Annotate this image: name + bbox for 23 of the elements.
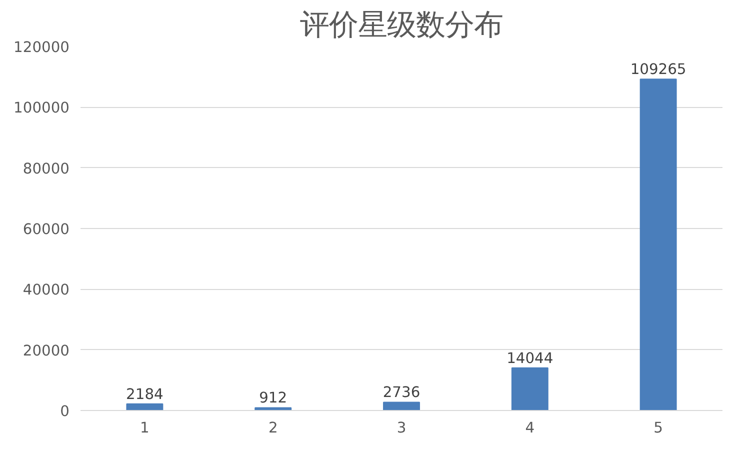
data-label: 912 <box>259 390 288 407</box>
y-tick-label: 80000 <box>22 160 70 178</box>
y-tick-label: 60000 <box>22 221 70 238</box>
x-tick-label: 4 <box>525 420 535 436</box>
y-tick-label: 100000 <box>14 100 70 117</box>
bar <box>640 78 677 410</box>
y-tick-label: 20000 <box>22 342 70 360</box>
y-tick-label: 40000 <box>22 282 70 299</box>
bar <box>126 403 164 410</box>
x-tick-label: 5 <box>654 420 663 436</box>
y-tick-label: 0 <box>60 403 70 420</box>
bar <box>254 407 292 410</box>
x-tick-label: 2 <box>268 420 278 436</box>
data-label: 2184 <box>126 386 164 403</box>
chart-title: 评价星级数分布 <box>300 8 503 42</box>
data-label: 14044 <box>506 350 554 367</box>
bar <box>511 367 548 410</box>
x-tick-label: 1 <box>140 420 150 436</box>
x-tick-label: 3 <box>396 420 406 436</box>
data-label: 2736 <box>382 384 420 402</box>
y-tick-label: 120000 <box>14 39 70 56</box>
bar <box>383 402 420 410</box>
data-label: 109265 <box>630 61 686 78</box>
